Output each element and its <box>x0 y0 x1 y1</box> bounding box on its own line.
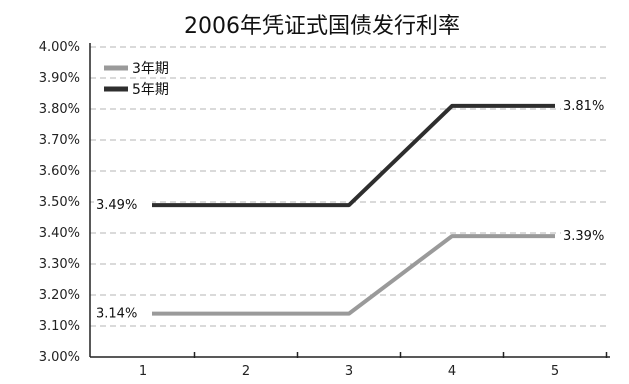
y-tick-label: 3.90% <box>39 71 80 86</box>
x-tick-label: 3 <box>345 364 353 379</box>
y-tick-label: 4.00% <box>39 40 80 55</box>
data-label-background <box>561 226 619 245</box>
y-tick-label: 3.00% <box>39 350 80 365</box>
y-tick-label: 3.20% <box>39 288 80 303</box>
data-label: 3.14% <box>96 307 137 322</box>
y-tick-label: 3.60% <box>39 164 80 179</box>
y-tick-label: 3.30% <box>39 257 80 272</box>
data-label: 3.81% <box>563 99 604 114</box>
x-tick-label: 4 <box>448 364 456 379</box>
data-label-background <box>561 95 619 114</box>
axes: 3.00% 3.10% 3.20% 3.30% 3.40% 3.50% 3.60% 3.70%… <box>39 40 610 379</box>
y-tick-label: 3.10% <box>39 319 80 334</box>
legend-label: 3年期 <box>132 61 169 77</box>
y-tick-label: 3.50% <box>39 195 80 210</box>
y-tick-label: 3.70% <box>39 133 80 148</box>
gridlines <box>90 46 610 327</box>
legend-label: 5年期 <box>132 82 169 98</box>
x-tick-label: 1 <box>139 364 147 379</box>
data-label-background <box>94 303 152 322</box>
series-lines <box>143 103 555 316</box>
series-line-1 <box>143 234 555 316</box>
x-tick-label: 2 <box>242 364 250 379</box>
data-label: 3.49% <box>96 198 137 213</box>
y-tick-label: 3.80% <box>39 102 80 117</box>
chart-title: 2006年凭证式国债发行利率 <box>184 14 460 39</box>
data-labels: 3.14% 3.39% 3.49% 3.81% <box>94 95 619 322</box>
data-label: 3.39% <box>563 229 604 244</box>
y-tick-label: 3.40% <box>39 226 80 241</box>
data-label-background <box>94 195 152 214</box>
x-tick-label: 5 <box>551 364 559 379</box>
series-line-2 <box>143 103 555 208</box>
